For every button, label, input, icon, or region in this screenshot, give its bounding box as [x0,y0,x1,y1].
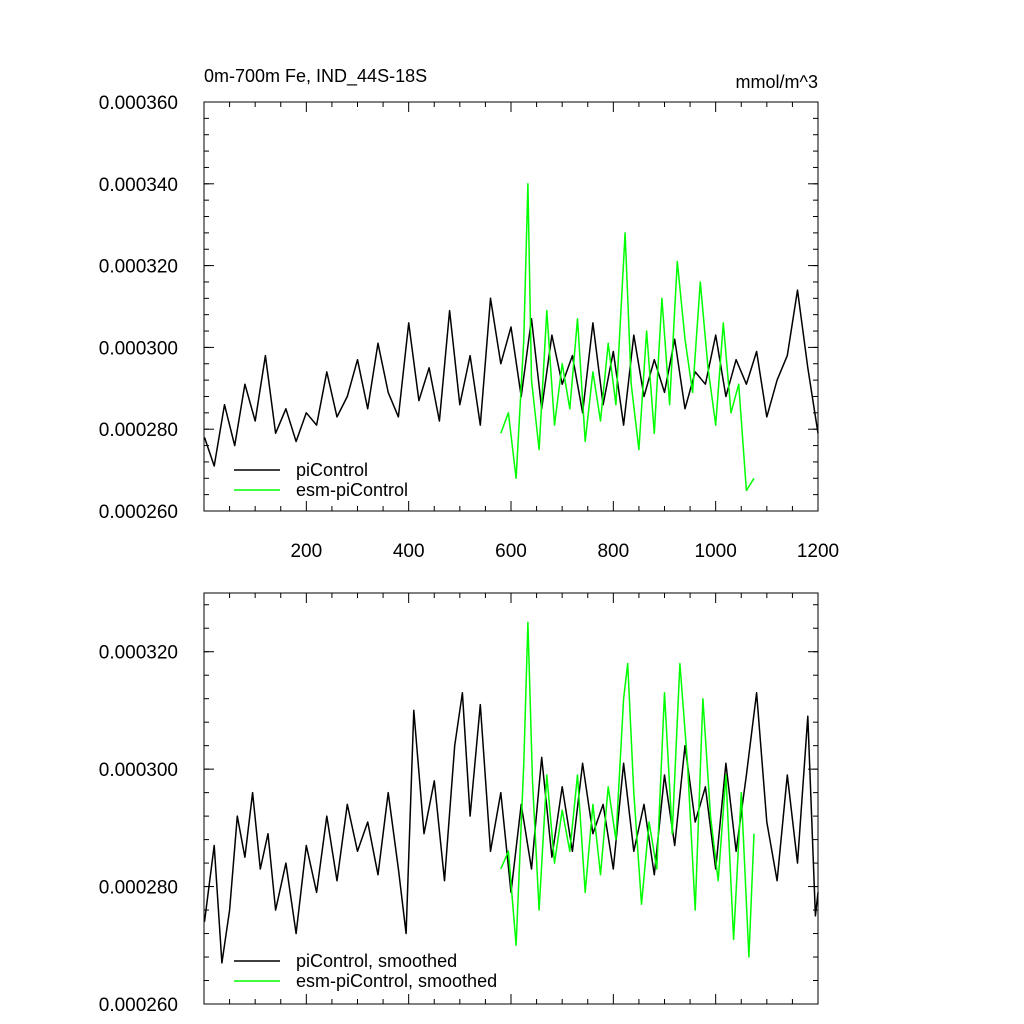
top-y-tick-label: 0.000340 [99,175,178,196]
top-chart-units: mmol/m^3 [736,72,818,92]
bottom-y-tick-label: 0.000320 [99,643,178,664]
top-axes: 200 400 600 800 1000 1200 0.000260 0.000280 0.00… [99,93,839,562]
bottom-plot-frame [203,592,819,1005]
bottom-series-esm-picontrol-line [500,621,755,958]
top-x-tick-label: 200 [290,541,322,562]
bottom-y-tick-label: 0.000300 [99,760,178,781]
top-x-tick-label: 400 [393,541,425,562]
bottom-axes: 0.000260 0.000280 0.000300 0.000320 [99,593,819,1016]
top-x-tick-label: 1200 [797,541,839,562]
top-y-tick-label: 0.000280 [99,420,178,441]
top-x-tick-label: 800 [597,541,629,562]
top-series-picontrol-line [203,289,819,467]
top-x-tick-label: 600 [495,541,527,562]
top-chart-title: 0m-700m Fe, IND_44S-18S [204,66,427,87]
bottom-series-picontrol-line [203,692,819,964]
top-legend-label: esm-piControl [296,480,408,500]
top-panel: 0m-700m Fe, IND_44S-18S mmol/m^3 200 400 6… [99,66,839,562]
top-series-lines [203,183,819,492]
top-y-tick-label: 0.000300 [99,338,178,359]
top-y-tick-label: 0.000260 [99,502,178,523]
top-series-esm-picontrol-line [500,183,755,492]
top-plot-frame [203,101,819,512]
bottom-legend-label: esm-piControl, smoothed [296,971,497,991]
top-x-tick-label: 1000 [695,541,737,562]
top-y-tick-label: 0.000360 [99,93,178,114]
top-legend-label: piControl [296,460,368,480]
bottom-y-tick-label: 0.000260 [99,995,178,1016]
bottom-y-tick-label: 0.000280 [99,878,178,899]
bottom-series-lines [203,621,819,964]
bottom-legend-label: piControl, smoothed [296,951,457,971]
bottom-panel: 0.000260 0.000280 0.000300 0.000320 piContr… [99,592,819,1016]
top-y-tick-label: 0.000320 [99,257,178,278]
